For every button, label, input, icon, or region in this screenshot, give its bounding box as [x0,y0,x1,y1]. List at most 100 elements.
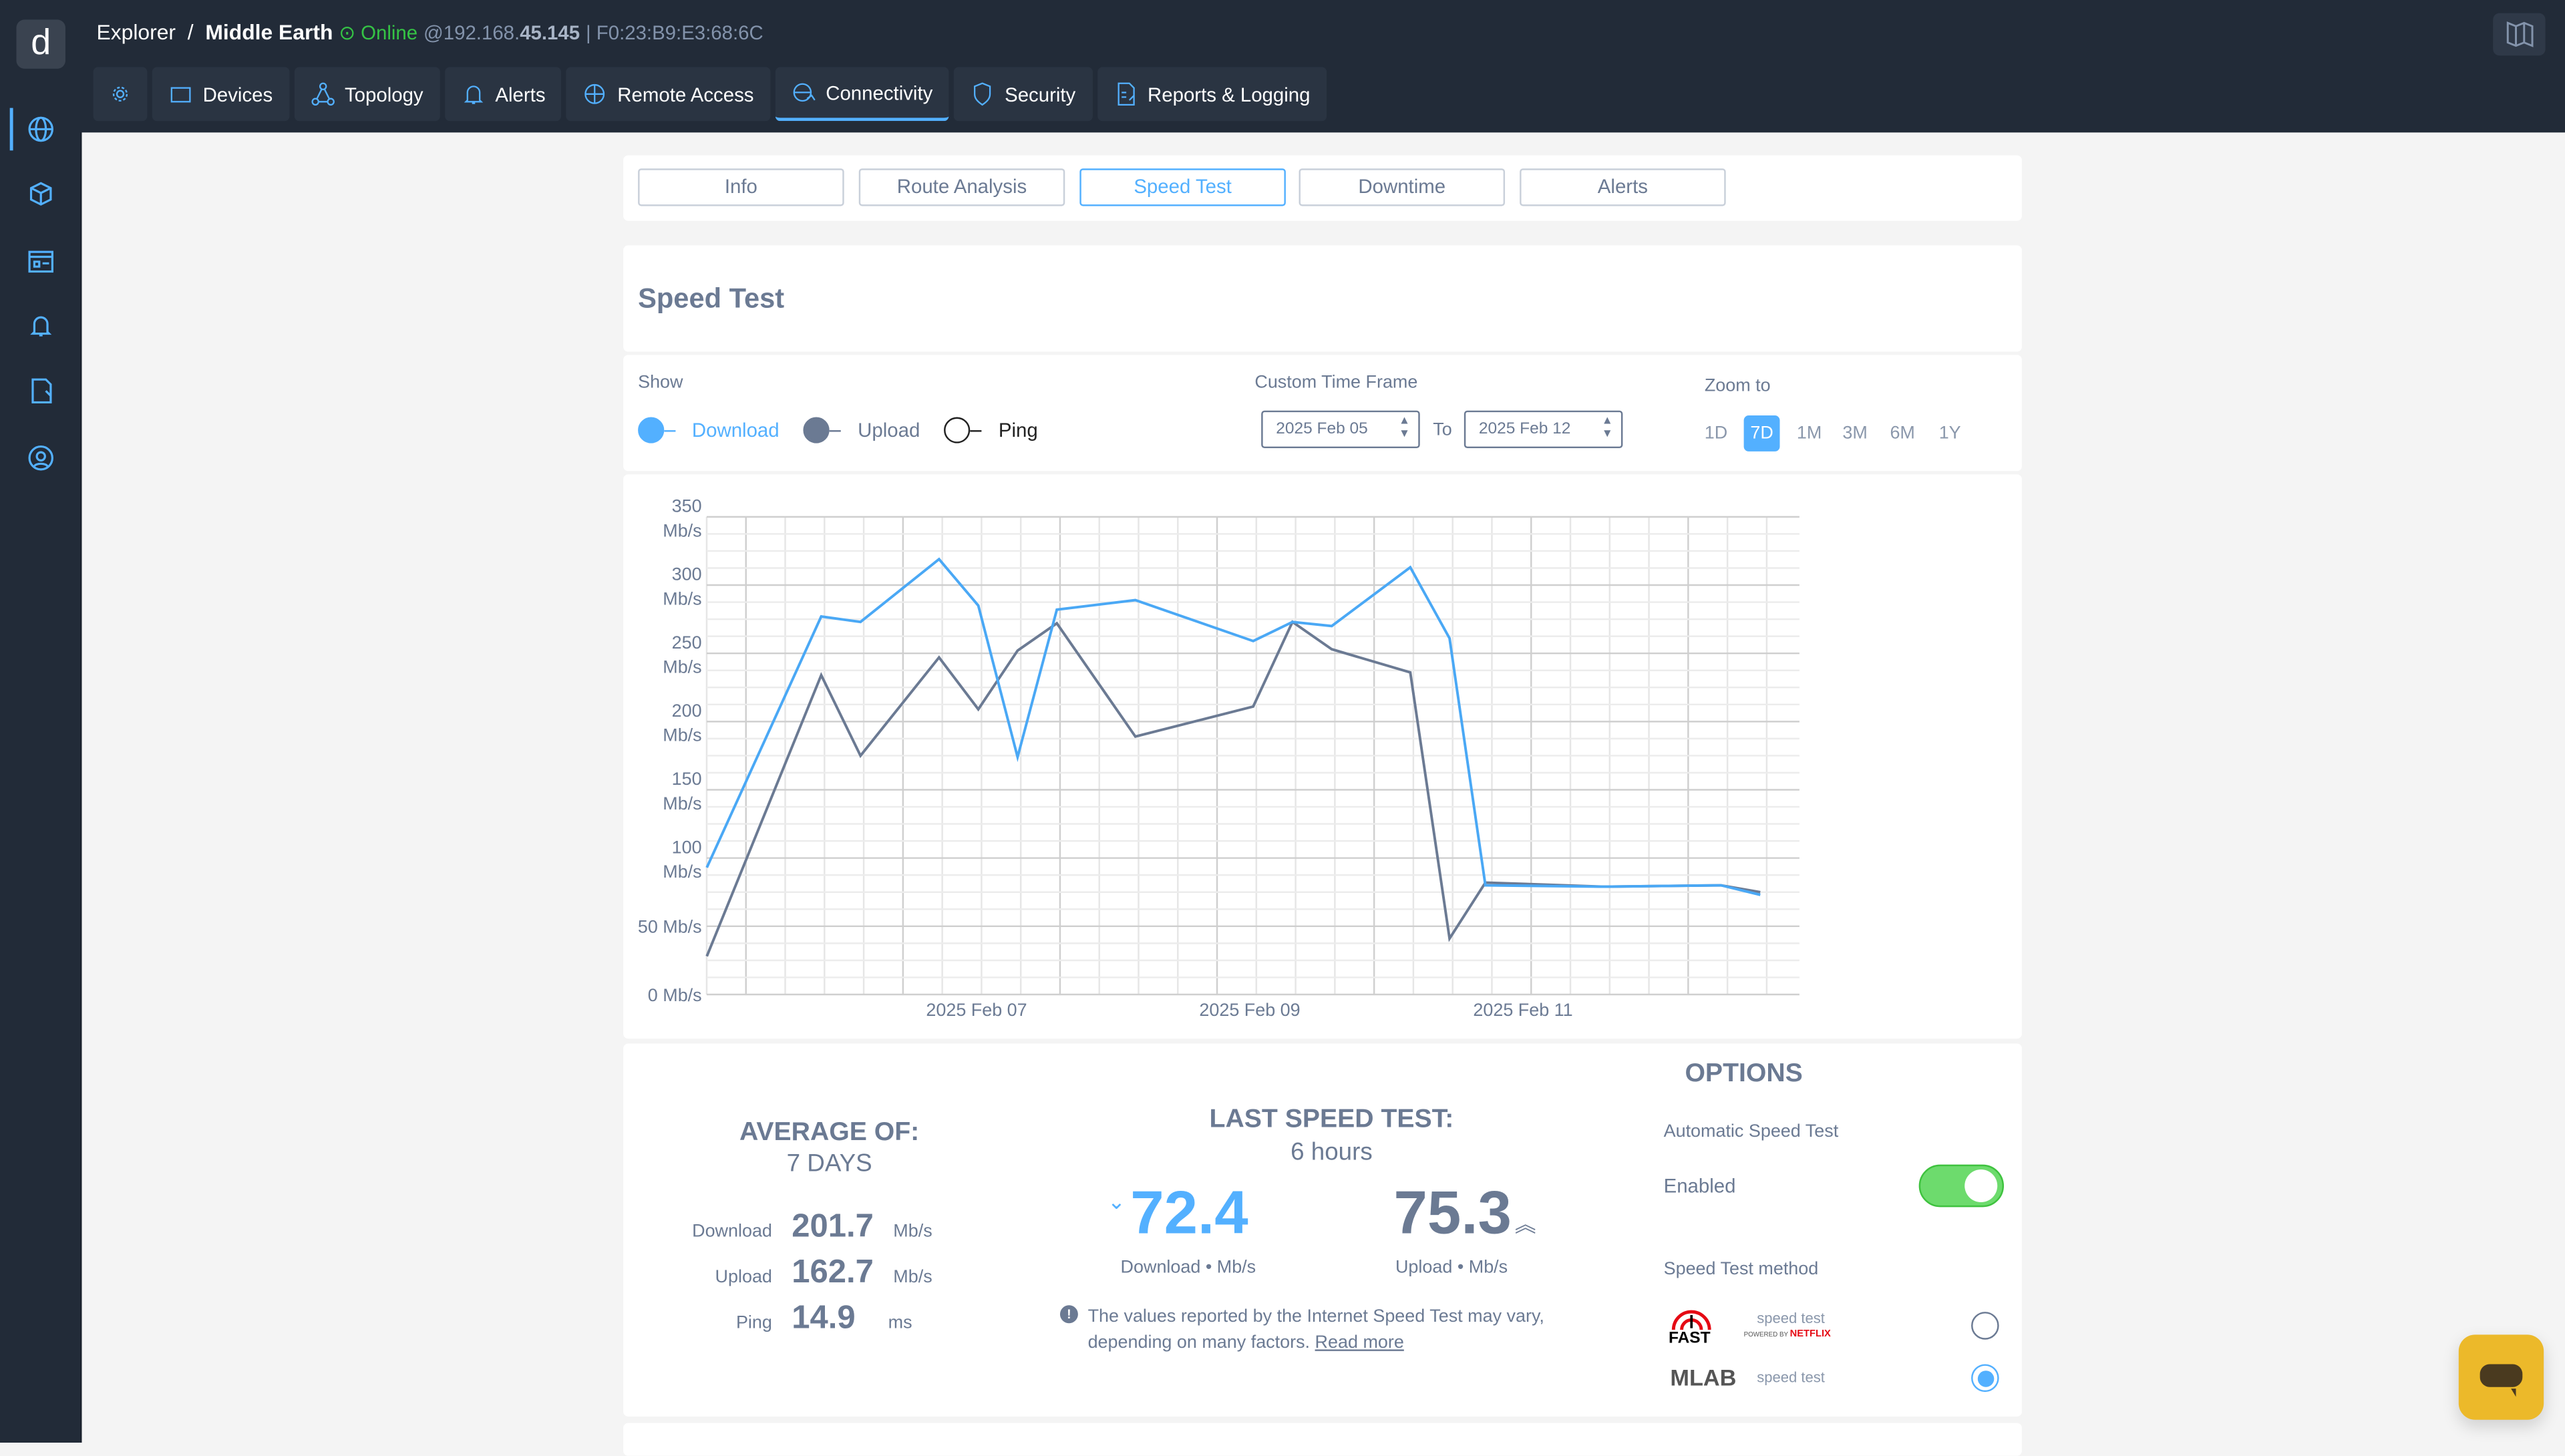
tab-topology[interactable]: Topology [294,67,440,122]
toggle-knob [1964,1169,1998,1203]
tab-alerts[interactable]: Alerts [444,67,562,122]
zoom-1d[interactable]: 1D [1704,423,1728,443]
auto-speed-test-toggle[interactable] [1918,1164,2005,1208]
average-row-download: Download 201.7 Mb/s [690,1209,932,1255]
support-icon[interactable] [23,440,59,476]
tab-label: Devices [202,82,273,106]
upload-line-icon [830,429,842,431]
zoom-1y[interactable]: 1Y [1938,423,1961,443]
date-stepper-icon[interactable]: ▲ ▼ [1399,415,1411,440]
average-row-ping: Ping 14.9 ms [690,1300,932,1346]
cube-icon[interactable] [23,176,59,212]
zoom-3m[interactable]: 3M [1842,423,1868,443]
next-card [623,1423,2022,1456]
last-download-value: 72.4 [1130,1179,1248,1247]
zoom-6m[interactable]: 6M [1890,423,1915,443]
ping-toggle-label[interactable]: Ping [998,418,1038,442]
download-toggle-label[interactable]: Download [691,418,780,442]
mlab-radio[interactable] [1971,1364,1999,1393]
date-from-input[interactable]: 2025 Feb 05 ▲ ▼ [1261,410,1420,449]
last-download-label: Download • Mb/s [1120,1258,1256,1278]
to-label: To [1433,420,1452,440]
last-upload-value: 75.3 [1393,1179,1512,1247]
stat-label: Download [692,1222,772,1242]
subtab-downtime[interactable]: Downtime [1299,168,1506,206]
average-title: AVERAGE OF: [739,1119,920,1147]
tab-label: Connectivity [826,81,933,104]
tab-connectivity[interactable]: Connectivity [775,67,949,122]
y-tick-unit: Mb/s [663,725,701,745]
subtab-info[interactable]: Info [638,168,844,206]
app-logo[interactable]: d [16,19,65,69]
date-stepper-icon[interactable]: ▲ ▼ [1601,415,1613,440]
fast-radio[interactable] [1971,1312,1999,1340]
globe-icon [585,83,606,104]
series-line-upload [705,620,1761,957]
y-tick-unit: Mb/s [663,862,701,882]
tab-reports-logging[interactable]: Reports & Logging [1097,67,1327,122]
speed-note: The values reported by the Internet Spee… [1088,1304,1587,1356]
gear-icon [112,86,128,102]
tab-label: Alerts [495,82,546,106]
download-arrow-icon: ⌄ [1107,1189,1126,1214]
stat-label: Upload [715,1267,772,1288]
y-tick-unit: Mb/s [663,520,701,540]
map-button[interactable] [2493,13,2546,56]
settings-tab[interactable] [93,67,148,122]
tab-label: Security [1005,82,1076,106]
stat-unit: ms [888,1313,912,1333]
zoom-1m[interactable]: 1M [1796,423,1822,443]
tab-label: Remote Access [617,82,754,106]
upload-checkbox[interactable] [804,417,830,443]
tab-label: Topology [344,82,423,106]
breadcrumb-root[interactable]: Explorer [96,19,176,45]
mlab-logo: MLAB [1670,1364,1737,1391]
upload-toggle-label[interactable]: Upload [858,418,920,442]
netflix-logo: NETFLIX [1789,1330,1831,1340]
bell-icon[interactable] [23,307,59,343]
series-line-download [705,557,1761,896]
chart-controls [623,355,2022,472]
zoom-7d[interactable]: 7D [1743,415,1780,451]
bell-icon [464,85,483,104]
y-tick-label: 300 [672,564,702,584]
stats-card [623,1043,2022,1417]
sidebar-active-indicator [9,108,13,151]
tab-label: Reports & Logging [1148,82,1311,106]
ping-line-icon [971,429,983,431]
y-tick-label: 100 [672,837,702,857]
read-more-link[interactable]: Read more [1315,1332,1404,1353]
last-upload-label: Upload • Mb/s [1395,1258,1508,1278]
topology-icon [311,82,335,106]
ping-checkbox[interactable] [945,417,971,443]
x-tick-label: 2025 Feb 07 [926,1000,1027,1020]
stat-value: 201.7 [792,1208,874,1245]
y-tick-unit: Mb/s [663,588,701,608]
fast-method-label: speed test [1757,1310,1825,1327]
y-tick-label: 350 [672,496,702,516]
chat-button[interactable] [2458,1334,2544,1420]
stat-label: Ping [735,1313,772,1333]
dashboard-icon[interactable] [23,244,59,280]
powered-by-text: POWERED BY [1743,1330,1788,1338]
download-checkbox[interactable] [638,417,665,443]
map-icon [2506,21,2534,47]
stat-value: 162.7 [792,1254,874,1291]
connectivity-icon [793,83,816,102]
x-tick-label: 2025 Feb 09 [1199,1000,1300,1020]
globe-icon[interactable] [23,112,59,148]
tab-devices[interactable]: Devices [152,67,289,122]
options-title: OPTIONS [1685,1059,1803,1088]
tab-remote-access[interactable]: Remote Access [566,67,770,122]
tab-security[interactable]: Security [954,67,1092,122]
upload-arrow-icon: ︽ [1514,1212,1536,1237]
average-period: 7 DAYS [786,1149,872,1178]
page-title: Speed Test [638,283,785,315]
subtab-speed-test[interactable]: Speed Test [1079,168,1286,206]
subtab-alerts[interactable]: Alerts [1520,168,1726,206]
subtab-route-analysis[interactable]: Route Analysis [858,168,1065,206]
date-to-input[interactable]: 2025 Feb 12 ▲ ▼ [1464,410,1623,449]
report-icon[interactable] [23,373,59,409]
speed-chart: 0 Mb/s 50 Mb/s 100 Mb/s 150 Mb/s 200 Mb/s 250 Mb/… [638,496,1800,1020]
note-text: The values reported by the Internet Spee… [1087,1306,1544,1353]
